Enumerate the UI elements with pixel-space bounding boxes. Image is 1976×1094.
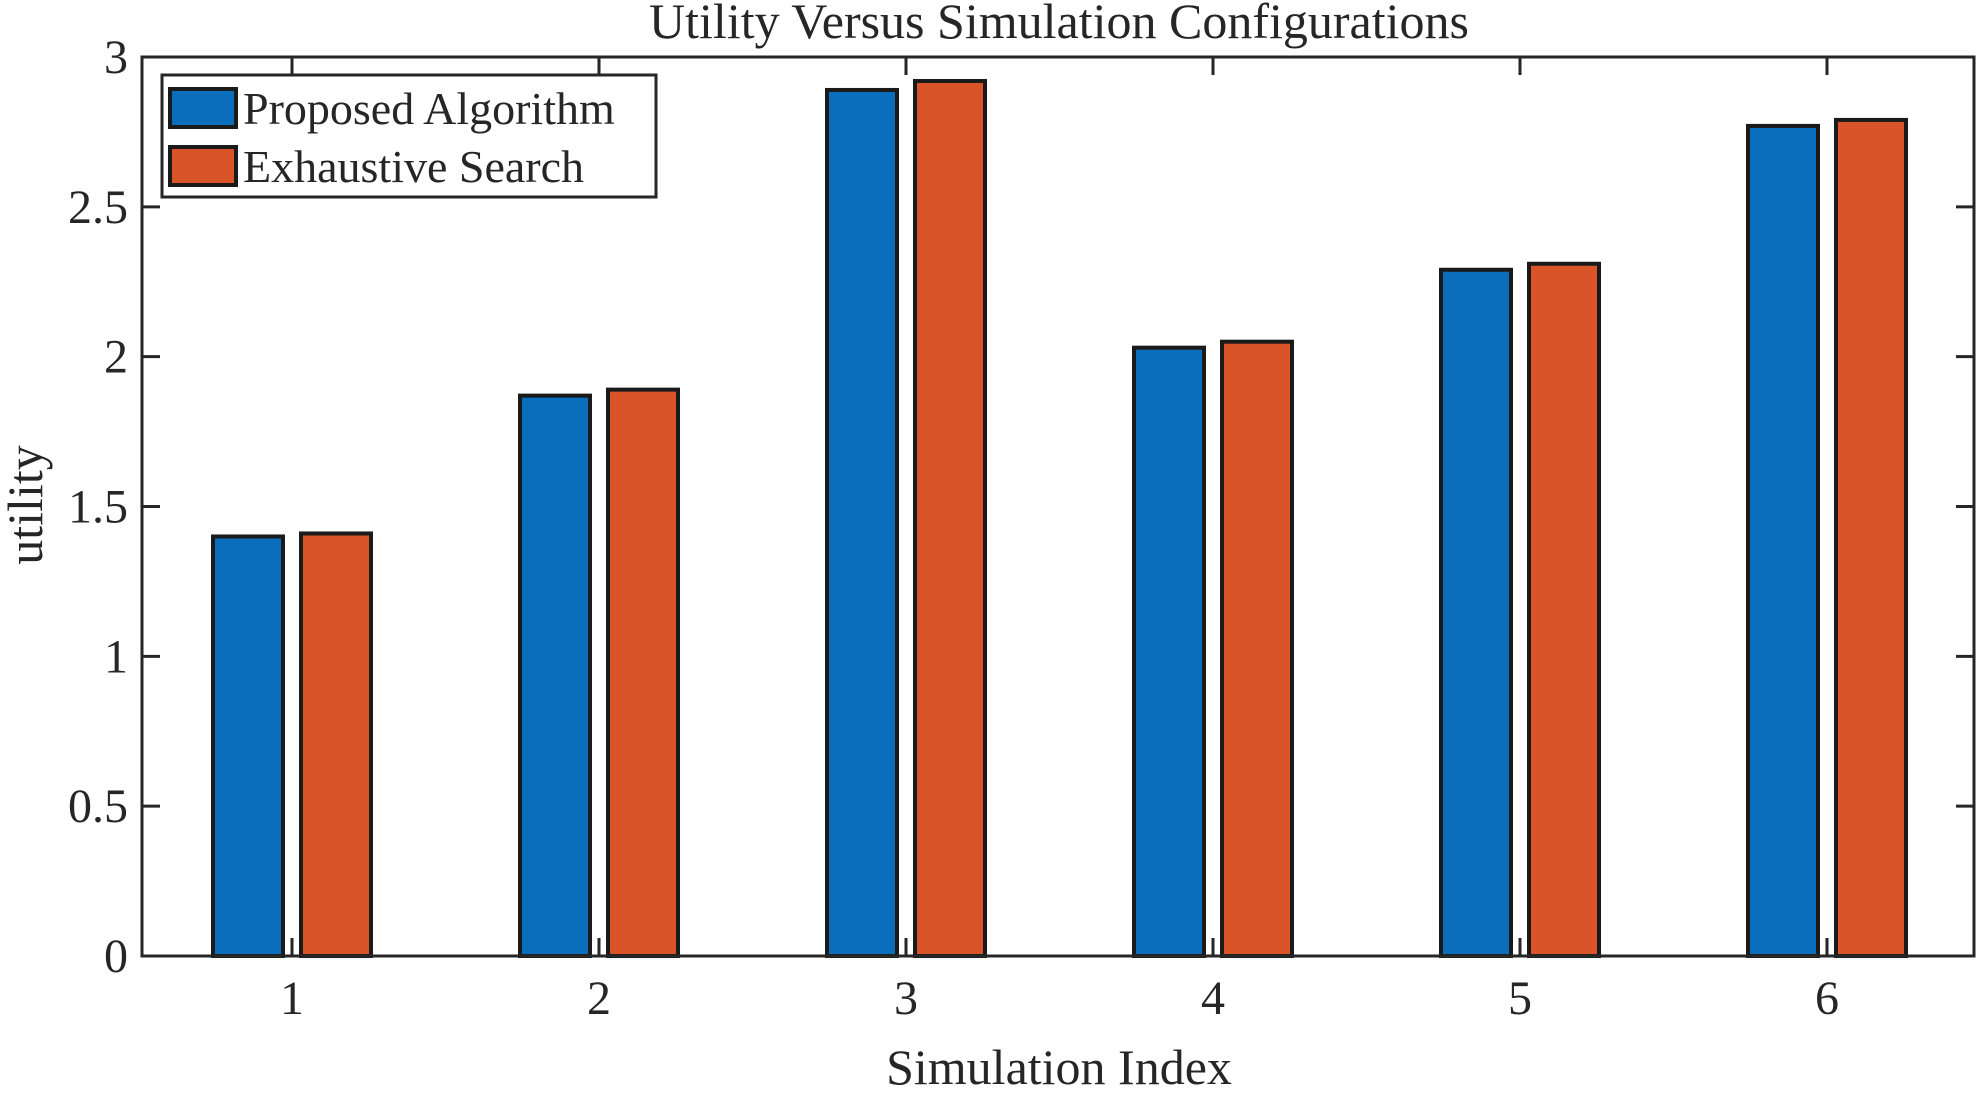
y-tick-label-2: 2 [104,331,128,384]
y-tick-label-1: 1 [104,630,128,683]
bar-proposed-algorithm-1 [211,534,285,958]
bar-exhaustive-search-4 [1220,339,1294,958]
legend-swatch-exhaustive-search [168,145,238,187]
bar-exhaustive-search-2 [606,387,680,958]
x-tick-label-4: 4 [1201,972,1225,1025]
chart-title: Utility Versus Simulation Configurations [649,0,1469,49]
y-tick-label-2-5: 2.5 [68,181,128,234]
legend: Proposed Algorithm Exhaustive Search [160,73,658,199]
x-tick-label-2: 2 [587,972,611,1025]
bar-exhaustive-search-6 [1834,117,1908,959]
x-axis-label: Simulation Index [886,1039,1232,1089]
y-tick-label-3: 3 [104,31,128,84]
legend-label-proposed-algorithm: Proposed Algorithm [243,83,615,134]
bar-exhaustive-search-3 [913,78,987,959]
bars-layer [211,78,1908,959]
y-axis-label: utility [0,445,53,564]
bar-proposed-algorithm-3 [825,87,899,959]
legend-label-exhaustive-search: Exhaustive Search [243,141,584,192]
bar-exhaustive-search-5 [1527,261,1601,958]
bar-exhaustive-search-1 [299,531,373,958]
y-tick-label-0-5: 0.5 [68,780,128,833]
bar-proposed-algorithm-2 [518,393,592,958]
legend-swatch-proposed-algorithm [168,87,238,129]
y-tick-label-1-5: 1.5 [68,481,128,534]
ticks-layer: 1 2 3 4 5 6 0 0.5 1 1.5 2 2.5 3 [68,31,1974,1025]
bar-proposed-algorithm-5 [1439,267,1513,959]
x-tick-label-1: 1 [280,972,304,1025]
x-tick-label-6: 6 [1815,972,1839,1025]
x-tick-label-3: 3 [894,972,918,1025]
x-tick-label-5: 5 [1508,972,1532,1025]
bar-proposed-algorithm-6 [1746,123,1820,958]
legend-box [160,73,658,199]
y-tick-label-0: 0 [104,930,128,983]
bar-proposed-algorithm-4 [1132,345,1206,958]
